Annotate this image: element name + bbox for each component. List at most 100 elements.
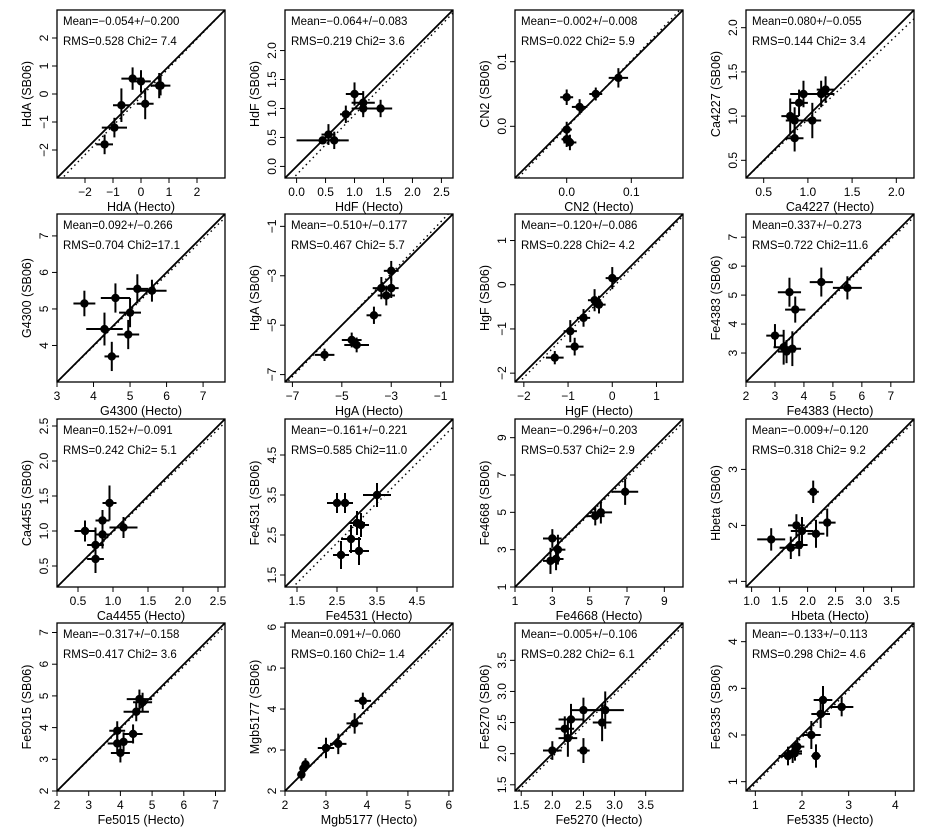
x-tick-label: 1 [752, 798, 759, 812]
data-point [809, 487, 818, 496]
scatter-panel: 0.5 1.0 1.5 2.0 2.5 0.5 1.0 1.5 2.0 2.5 Ca4455 (He… [20, 417, 227, 623]
mean-annotation: Mean=0.337+/−0.273 [752, 220, 862, 232]
data-point [340, 498, 350, 508]
x-tick-label: 1.5 [844, 185, 861, 199]
y-axis-label: HdA (SB06) [20, 61, 34, 127]
data-point [570, 342, 579, 351]
y-axis-label: Ca4227 (SB06) [709, 51, 723, 137]
rms-annotation: RMS=0.022 Chi2= 5.9 [521, 36, 635, 48]
data-point [551, 554, 561, 564]
offset-fit-line [746, 18, 914, 178]
data-point [147, 286, 157, 295]
data-point [562, 125, 571, 134]
y-tick-label: 7 [726, 234, 740, 241]
x-tick-label: 3 [85, 798, 92, 812]
mean-annotation: Mean=−0.317+/−0.158 [63, 629, 179, 641]
data-point [808, 116, 817, 125]
data-point [560, 724, 569, 733]
offset-fit-line [746, 216, 914, 382]
mean-annotation: Mean=−0.009+/−0.120 [752, 425, 868, 437]
x-tick-label: 2.5 [827, 594, 844, 608]
x-axis-label: Fe5270 (Hecto) [556, 813, 643, 827]
plot-frame [514, 213, 684, 383]
x-axis-label: Fe5335 (Hecto) [787, 813, 874, 827]
y-tick-label: 1.5 [726, 63, 740, 80]
plot-area [746, 419, 914, 587]
mean-annotation: Mean=0.152+/−0.091 [63, 425, 173, 437]
mean-annotation: Mean=−0.296+/−0.203 [521, 425, 637, 437]
y-tick-label: 1.5 [265, 71, 279, 88]
data-point [336, 550, 346, 560]
data-point [553, 545, 563, 554]
data-point [821, 85, 830, 94]
data-point [80, 299, 89, 308]
offset-fit-line [286, 214, 450, 382]
y-tick-label: 6 [37, 661, 51, 668]
plot-area [746, 623, 914, 791]
data-point [548, 534, 557, 543]
scatter-panel: 1 2 3 4 1 2 3 4 Fe5335 (Hecto) Fe5335 (SB06) Mean=… [709, 622, 915, 827]
plot-area [515, 623, 683, 791]
x-tick-label: 5 [127, 389, 134, 403]
x-tick-label: 4.5 [409, 594, 426, 608]
data-point [811, 751, 821, 761]
y-tick-label: 4 [726, 320, 740, 327]
y-tick-label: 2 [37, 34, 51, 41]
y-tick-label: 3 [726, 466, 740, 473]
y-tick-label: 6 [265, 623, 279, 630]
data-point [356, 520, 366, 530]
one-to-one-line [57, 214, 225, 382]
x-tick-label: −1 [561, 389, 575, 403]
data-point [100, 140, 109, 149]
data-point [119, 737, 128, 747]
data-point [377, 283, 386, 293]
x-tick-label: 3 [323, 798, 330, 812]
data-point [110, 123, 119, 132]
y-axis-label: Mgb5177 (SB06) [248, 660, 262, 755]
plot-area [285, 623, 453, 791]
data-point [811, 529, 821, 538]
x-tick-label: 2.5 [329, 594, 346, 608]
data-point [125, 308, 135, 317]
data-point [369, 311, 379, 320]
x-tick-label: 5 [586, 594, 593, 608]
x-tick-label: 2 [282, 798, 289, 812]
y-tick-label: 0 [37, 90, 51, 97]
scatter-panel: 2 3 4 5 6 7 2 3 4 5 6 7 Fe5015 (Hecto) Fe5015 (SB06) M… [20, 622, 226, 827]
scatter-panel: −7 −5 −3 −1 −7 −5 −3 −1 HgA (Hecto) HgA (SB06) Mea… [248, 213, 454, 418]
offset-fit-line [515, 422, 683, 587]
plot-frame [284, 418, 454, 588]
data-point [770, 331, 780, 340]
y-tick-label: 3 [726, 685, 740, 692]
x-tick-label: −7 [286, 389, 300, 403]
y-tick-label: 4 [37, 724, 51, 731]
x-tick-label: −1 [106, 185, 120, 199]
plot-frame [745, 418, 915, 588]
y-tick-label: 4 [265, 705, 279, 712]
x-tick-label: −2 [78, 185, 92, 199]
data-point [98, 530, 107, 539]
data-point [156, 81, 165, 90]
x-tick-label: 1.0 [800, 185, 817, 199]
y-tick-label: 5 [726, 291, 740, 298]
y-tick-label: 1.0 [726, 107, 740, 124]
y-tick-label: 5 [37, 305, 51, 312]
plot-area [746, 214, 914, 382]
x-tick-label: −2 [517, 389, 531, 403]
y-tick-label: 3 [495, 546, 509, 553]
data-point [601, 705, 610, 715]
data-point [116, 748, 125, 758]
x-tick-label: 1.5 [289, 594, 306, 608]
plot-area [515, 419, 683, 587]
y-axis-label: HdF (SB06) [248, 61, 262, 127]
y-tick-label: 4 [726, 638, 740, 645]
data-point [128, 729, 138, 739]
x-tick-label: 2.0 [544, 798, 561, 812]
data-point [321, 743, 331, 753]
one-to-one-line [746, 419, 914, 587]
x-tick-label: −3 [384, 389, 398, 403]
data-point [791, 305, 800, 314]
x-tick-label: 6 [163, 389, 170, 403]
data-point [105, 498, 114, 508]
